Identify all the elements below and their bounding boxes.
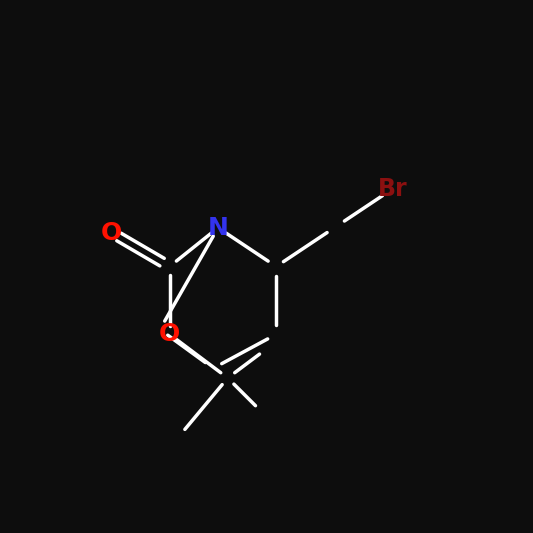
Text: N: N — [208, 216, 229, 240]
Text: O: O — [101, 221, 122, 245]
Text: Br: Br — [378, 177, 407, 201]
Text: O: O — [159, 322, 180, 346]
